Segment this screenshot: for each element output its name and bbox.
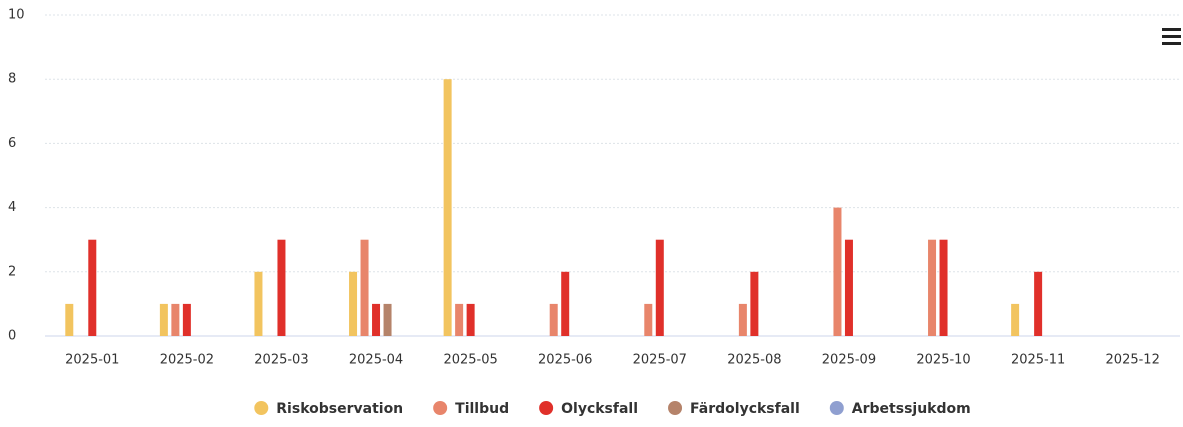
x-tick-label: 2025-04: [349, 353, 403, 368]
bar: [928, 239, 937, 336]
bar: [644, 303, 653, 336]
legend-label: Riskobservation: [276, 401, 403, 417]
bar: [844, 239, 853, 336]
x-tick-label: 2025-05: [443, 353, 497, 368]
menu-bar[interactable]: [1162, 28, 1181, 31]
bar: [750, 271, 759, 336]
legend-item[interactable]: Arbetssjukdom: [829, 401, 971, 417]
x-tick-label: 2025-03: [254, 353, 308, 368]
legend-swatch: [668, 401, 683, 415]
legend-label: Tillbud: [455, 401, 509, 417]
y-tick-label: 6: [8, 136, 16, 151]
x-tick-label: 2025-07: [633, 353, 687, 368]
legend-item[interactable]: Tillbud: [433, 401, 509, 417]
bar: [455, 303, 464, 336]
bar: [65, 303, 74, 336]
bar: [466, 303, 475, 336]
bar: [360, 239, 369, 336]
x-tick-label: 2025-06: [538, 353, 592, 368]
menu-bar[interactable]: [1162, 42, 1181, 45]
legend-swatch: [433, 401, 448, 415]
menu-bar[interactable]: [1162, 35, 1181, 38]
legend-label: Färdolycksfall: [690, 401, 800, 417]
bar: [833, 207, 842, 336]
x-tick-label: 2025-08: [727, 353, 781, 368]
bar: [549, 303, 558, 336]
legend-label: Olycksfall: [561, 401, 638, 417]
legend-item[interactable]: Olycksfall: [539, 401, 638, 417]
bar: [1011, 303, 1020, 336]
menu-icon[interactable]: [1162, 28, 1181, 45]
legend-item[interactable]: Färdolycksfall: [668, 401, 800, 417]
x-tick-label: 2025-10: [916, 353, 970, 368]
bar: [561, 271, 570, 336]
legend-swatch: [254, 401, 269, 415]
bar: [159, 303, 168, 336]
legend-swatch: [539, 401, 554, 415]
x-tick-label: 2025-12: [1106, 353, 1160, 368]
bar: [182, 303, 191, 336]
y-tick-label: 4: [8, 200, 16, 215]
bar: [383, 303, 392, 336]
legend-item[interactable]: Riskobservation: [254, 401, 403, 417]
x-tick-label: 2025-09: [822, 353, 876, 368]
bar: [277, 239, 286, 336]
x-tick-label: 2025-11: [1011, 353, 1065, 368]
legend-swatch: [829, 401, 844, 415]
bar: [655, 239, 664, 336]
bar: [738, 303, 747, 336]
y-tick-label: 2: [8, 264, 16, 279]
bar: [1034, 271, 1043, 336]
bar: [372, 303, 381, 336]
y-tick-label: 0: [8, 329, 16, 344]
bar: [171, 303, 180, 336]
bar: [88, 239, 97, 336]
bar: [443, 79, 452, 336]
legend-label: Arbetssjukdom: [852, 401, 971, 417]
bar: [939, 239, 948, 336]
x-tick-label: 2025-01: [65, 353, 119, 368]
bar: [349, 271, 358, 336]
x-tick-label: 2025-02: [160, 353, 214, 368]
y-tick-label: 10: [8, 8, 25, 23]
y-tick-label: 8: [8, 72, 16, 87]
bar: [254, 271, 263, 336]
